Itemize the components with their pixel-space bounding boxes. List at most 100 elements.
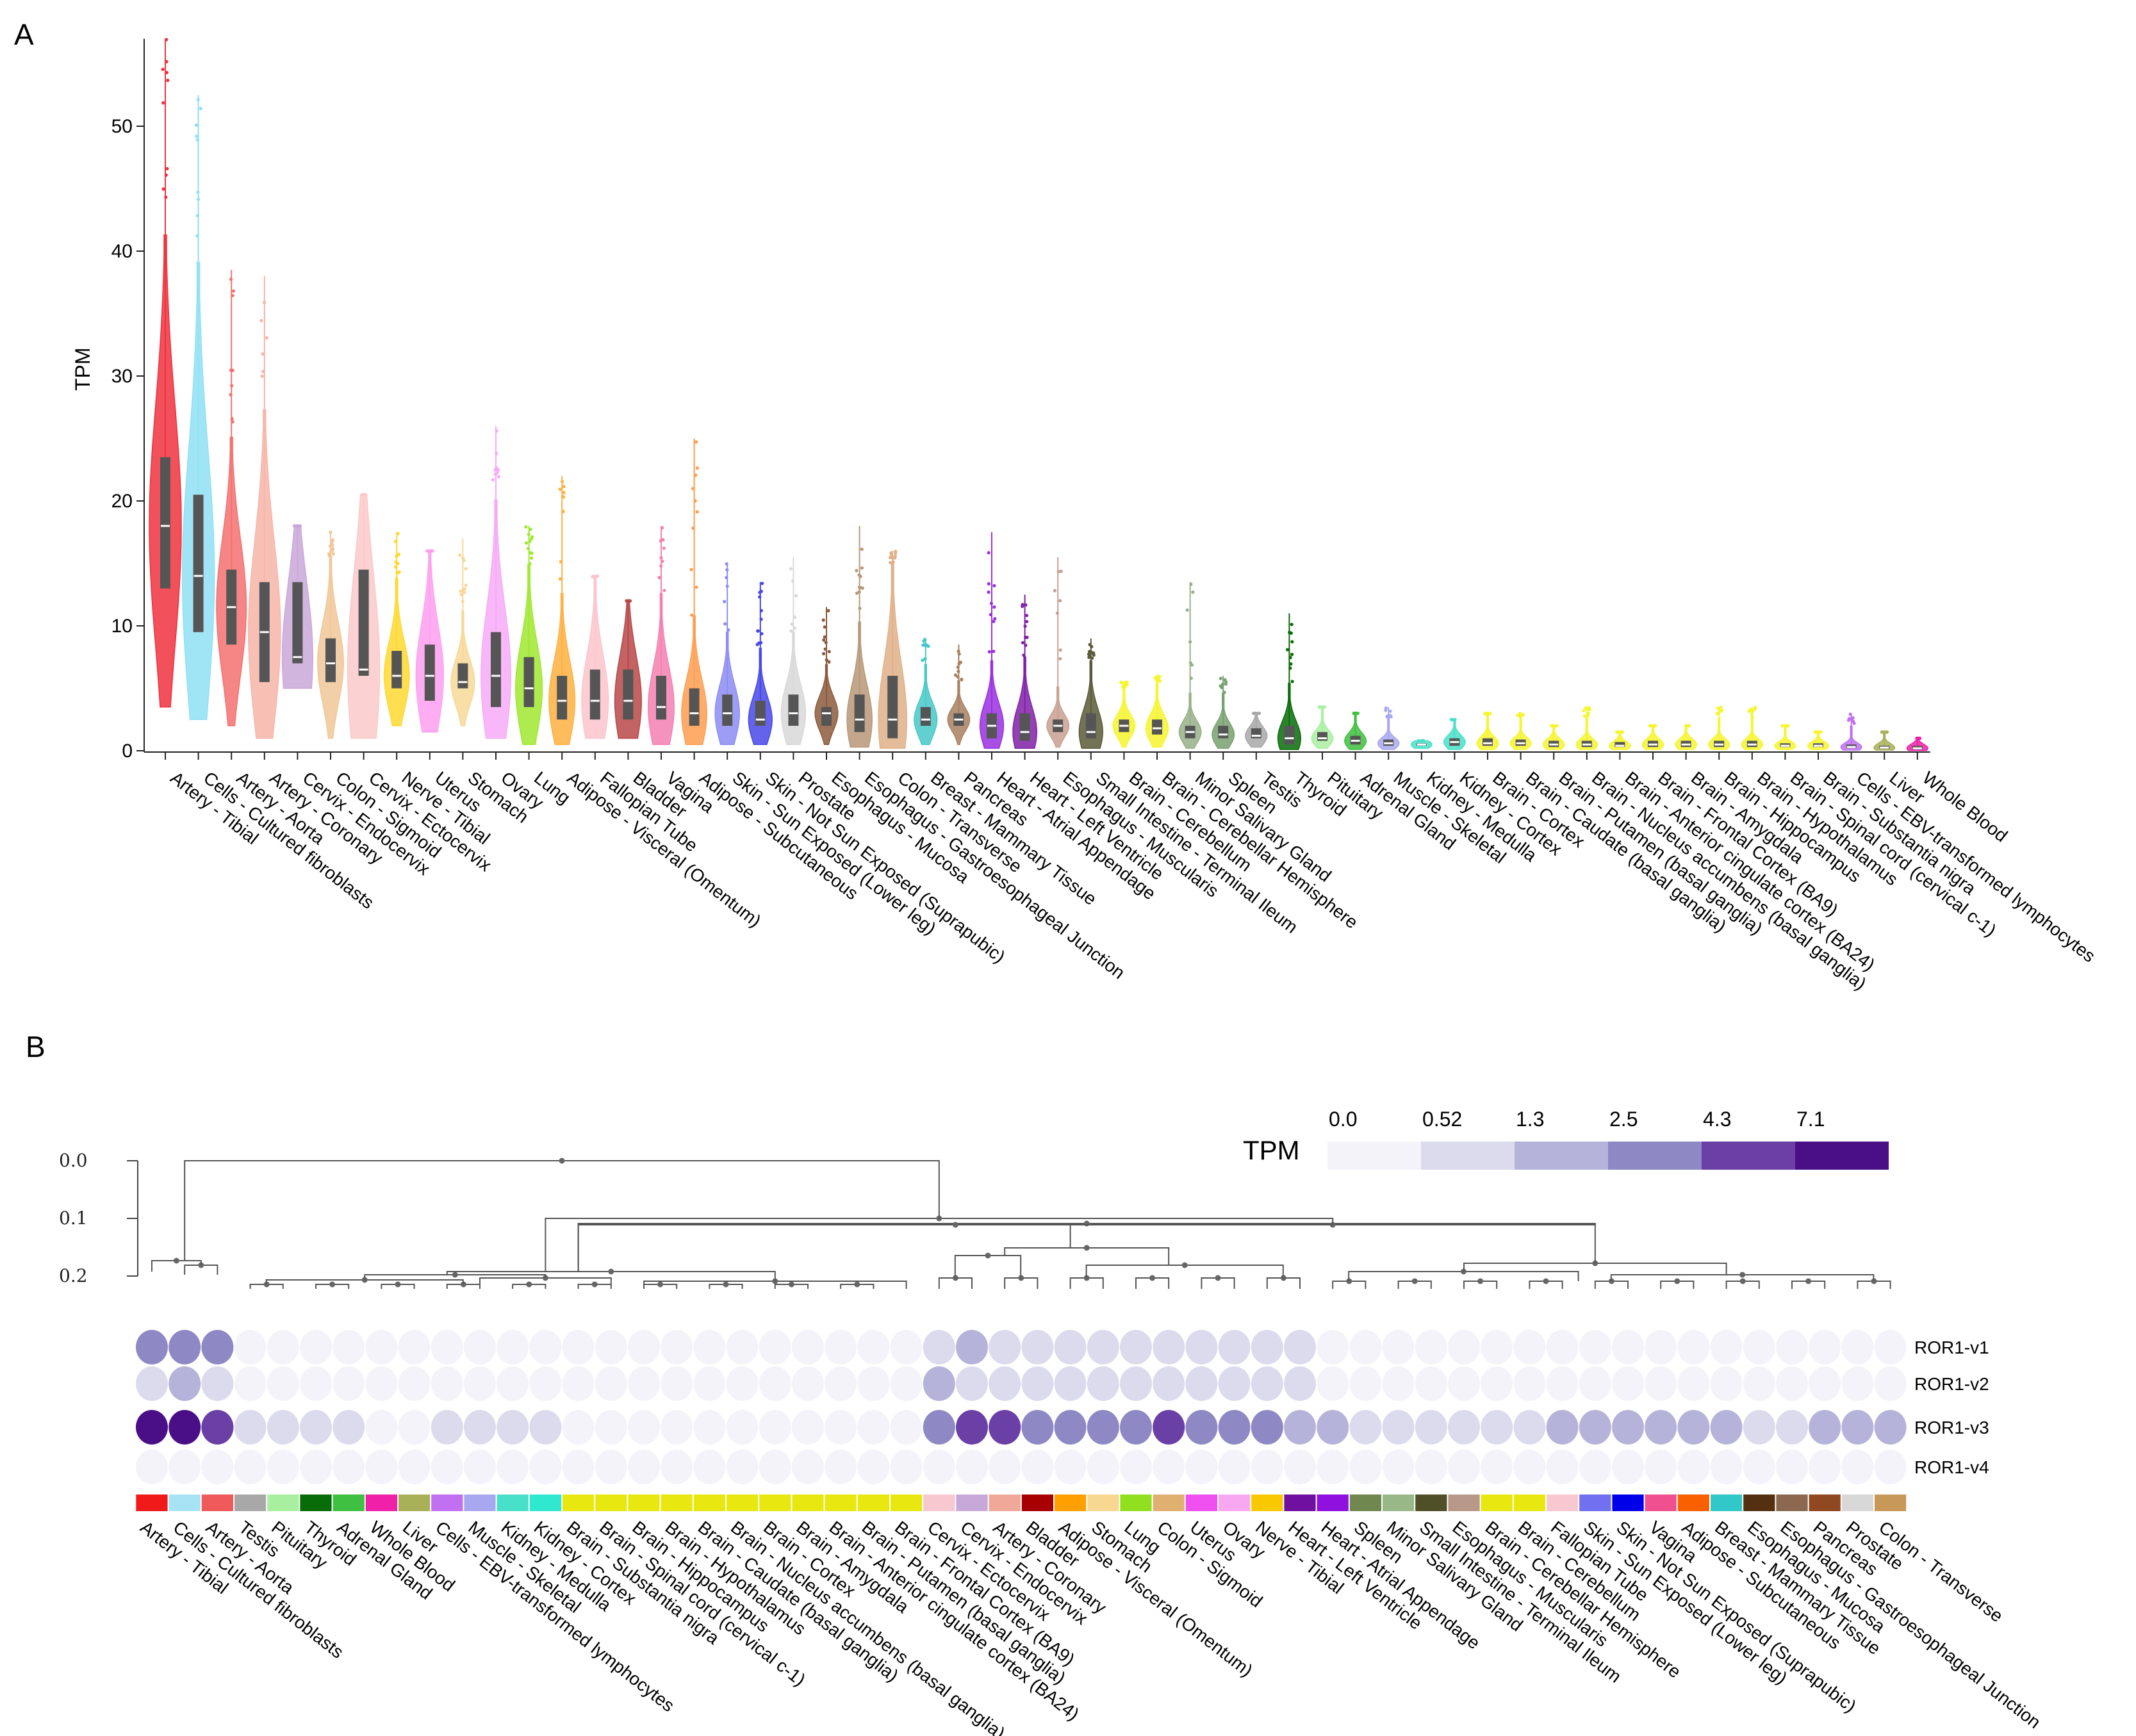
outlier-point bbox=[1450, 717, 1454, 721]
outlier-point bbox=[1618, 730, 1623, 734]
outlier-point bbox=[196, 97, 200, 101]
heatmap-cell bbox=[1776, 1410, 1808, 1445]
iqr-box bbox=[160, 457, 170, 589]
heatmap-cell bbox=[595, 1450, 627, 1484]
heatmap-cell bbox=[1185, 1330, 1218, 1364]
violin-body bbox=[481, 499, 511, 739]
outlier-point bbox=[528, 562, 532, 566]
heatmap-cell bbox=[1382, 1366, 1415, 1401]
heatmap-cell bbox=[168, 1366, 201, 1401]
violin-body bbox=[914, 664, 938, 746]
iqr-box bbox=[1483, 738, 1493, 746]
heatmap-cell bbox=[1513, 1366, 1546, 1401]
dendrogram-node bbox=[1543, 1278, 1549, 1284]
heatmap-cell bbox=[464, 1330, 496, 1364]
outlier-point bbox=[793, 626, 796, 630]
outlier-point bbox=[1916, 736, 1920, 741]
heatmap-cell bbox=[890, 1366, 923, 1401]
outlier-point bbox=[759, 609, 763, 612]
dendrogram-branch bbox=[184, 1160, 940, 1261]
heatmap-cell bbox=[1645, 1366, 1677, 1401]
heatmap-cell bbox=[300, 1330, 332, 1364]
heatmap-cell bbox=[989, 1366, 1021, 1401]
tissue-color-swatch bbox=[989, 1494, 1021, 1511]
heatmap-cell bbox=[1612, 1330, 1644, 1364]
heatmap-cell bbox=[1710, 1330, 1743, 1364]
outlier-point bbox=[1120, 680, 1124, 684]
outlier-point bbox=[1880, 730, 1885, 734]
heatmap-cell bbox=[136, 1450, 168, 1484]
violin-body bbox=[814, 664, 839, 746]
heatmap-cell bbox=[1415, 1410, 1447, 1445]
heatmap-cell bbox=[333, 1410, 365, 1445]
dendrogram-node bbox=[1181, 1262, 1188, 1268]
outlier-point bbox=[558, 577, 563, 581]
heatmap-cell bbox=[431, 1450, 463, 1484]
heatmap-cell bbox=[923, 1410, 955, 1445]
outlier-point bbox=[1453, 717, 1457, 721]
outlier-point bbox=[1652, 724, 1656, 728]
violin-11 bbox=[481, 426, 511, 739]
heatmap-cell bbox=[1317, 1330, 1349, 1364]
outlier-point bbox=[558, 487, 562, 491]
outlier-point bbox=[987, 590, 990, 594]
outlier-point bbox=[230, 416, 234, 421]
heatmap-cell bbox=[726, 1366, 759, 1401]
outlier-point bbox=[1786, 724, 1790, 728]
heatmap-cell bbox=[1710, 1450, 1743, 1484]
violin-body bbox=[1178, 692, 1202, 749]
heatmap-cell bbox=[1415, 1450, 1447, 1484]
heatmap-cell bbox=[1349, 1450, 1382, 1484]
y-tick-label: 50 bbox=[111, 116, 133, 137]
heatmap-cell bbox=[1776, 1330, 1808, 1364]
heatmap-cell bbox=[759, 1410, 791, 1445]
outlier-point bbox=[1488, 712, 1492, 716]
heatmap-cell bbox=[529, 1366, 562, 1401]
outlier-point bbox=[923, 657, 927, 661]
heatmap-cell bbox=[825, 1330, 857, 1364]
heatmap-cell bbox=[1251, 1410, 1283, 1445]
row-label: ROR1-v3 bbox=[1914, 1418, 1989, 1437]
heatmap-cell bbox=[201, 1366, 234, 1401]
heatmap-cell bbox=[1382, 1330, 1415, 1364]
tissue-color-swatch bbox=[792, 1494, 824, 1511]
outlier-point bbox=[1290, 653, 1294, 657]
tissue-color-swatch bbox=[1875, 1494, 1907, 1511]
violin-30 bbox=[1112, 680, 1136, 748]
outlier-point bbox=[1090, 656, 1094, 660]
violin-2 bbox=[181, 95, 215, 721]
outlier-point bbox=[562, 485, 566, 489]
dendrogram-node bbox=[657, 1281, 664, 1288]
tissue-color-swatch bbox=[1743, 1494, 1775, 1511]
outlier-point bbox=[859, 575, 862, 578]
outlier-point bbox=[1552, 724, 1556, 728]
outlier-point bbox=[789, 567, 793, 571]
heatmap-cell bbox=[136, 1410, 168, 1445]
heatmap-cell bbox=[497, 1330, 529, 1364]
outlier-point bbox=[393, 565, 398, 569]
violin-32 bbox=[1178, 582, 1202, 749]
outlier-point bbox=[260, 374, 264, 378]
heatmap-cell bbox=[1021, 1450, 1054, 1484]
dendrogram-node bbox=[1739, 1278, 1746, 1284]
heatmap-cell bbox=[923, 1450, 955, 1484]
heatmap-cell bbox=[726, 1330, 759, 1364]
violin-35 bbox=[1277, 613, 1301, 750]
outlier-point bbox=[394, 560, 398, 564]
outlier-point bbox=[693, 499, 697, 503]
heatmap-cell bbox=[464, 1366, 496, 1401]
outlier-point bbox=[760, 632, 764, 635]
legend-swatch bbox=[1327, 1142, 1421, 1170]
outlier-point bbox=[1188, 661, 1192, 665]
iqr-box bbox=[755, 701, 766, 726]
outlier-point bbox=[1188, 640, 1192, 644]
heatmap-cell bbox=[1546, 1330, 1579, 1364]
outlier-point bbox=[161, 187, 165, 191]
heatmap-cell bbox=[267, 1450, 299, 1484]
outlier-point bbox=[1289, 662, 1293, 666]
heatmap-cell bbox=[989, 1330, 1021, 1364]
outlier-point bbox=[495, 429, 498, 433]
outlier-point bbox=[199, 106, 202, 111]
outlier-point bbox=[1288, 666, 1292, 670]
heatmap-cell bbox=[1579, 1410, 1611, 1445]
